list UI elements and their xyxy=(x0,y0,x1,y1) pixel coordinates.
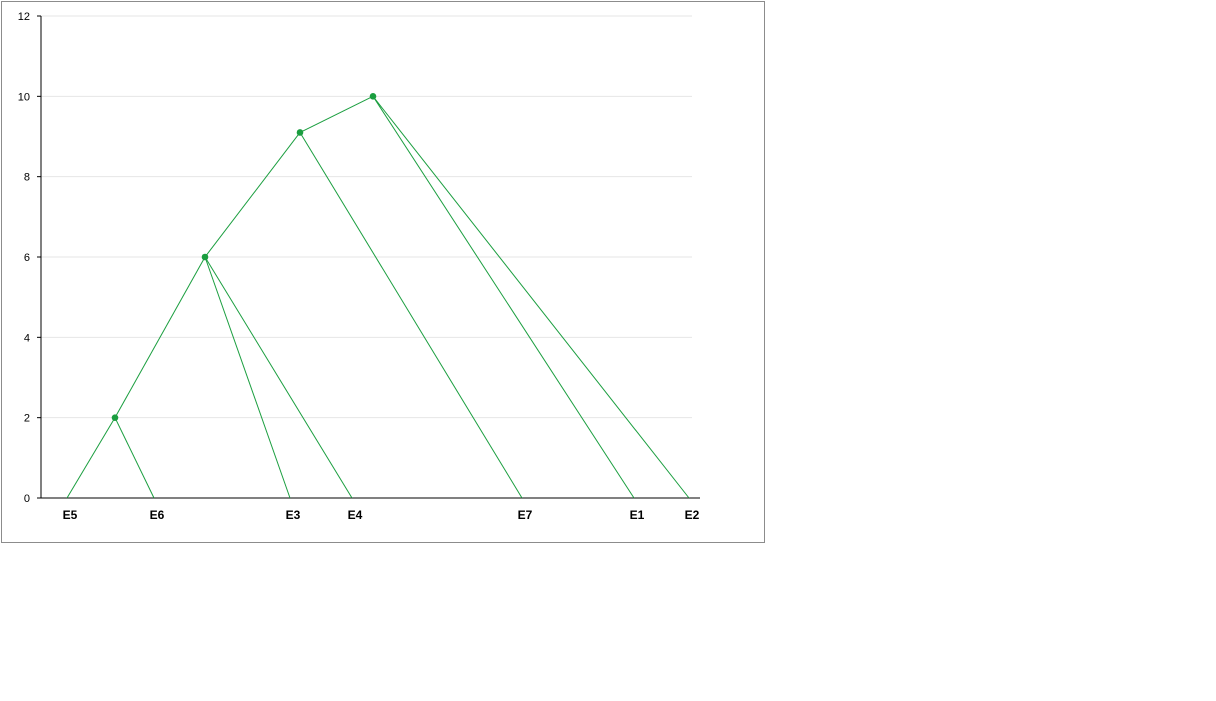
dendrogram-branches xyxy=(66,95,690,499)
leaf-label-e6: E6 xyxy=(150,508,165,522)
merge-point-3 xyxy=(296,129,304,136)
y-tick-label-10: 10 xyxy=(18,91,30,103)
branch-4-3 xyxy=(372,96,690,499)
y-tick-label-8: 8 xyxy=(24,172,30,184)
y-tick-labels: 0 2 4 6 8 10 12 xyxy=(18,11,30,505)
y-tick-label-2: 2 xyxy=(24,413,30,425)
axes xyxy=(37,15,700,499)
branch-3-1 xyxy=(204,132,301,258)
leaf-label-e4: E4 xyxy=(348,508,363,522)
y-tick-label-4: 4 xyxy=(24,332,30,344)
branch-1-1 xyxy=(66,417,116,499)
y-tick-label-6: 6 xyxy=(24,252,30,264)
merge-point-2 xyxy=(201,253,209,261)
branch-4-2 xyxy=(372,96,635,499)
gridlines xyxy=(41,15,692,419)
chart-area: 0 2 4 6 8 10 12 E5 E6 E3 E4 E7 E1 E2 xyxy=(1,1,765,543)
branch-2-3 xyxy=(204,256,353,499)
leaf-label-e3: E3 xyxy=(286,508,301,522)
branch-2-2 xyxy=(204,256,291,499)
y-tick-label-0: 0 xyxy=(24,493,30,505)
branch-1-2 xyxy=(114,417,155,499)
leaf-label-e5: E5 xyxy=(63,508,78,522)
dendrogram-chart: 0 2 4 6 8 10 12 E5 E6 E3 E4 E7 E1 E2 xyxy=(18,11,700,522)
leaf-label-e2: E2 xyxy=(685,508,700,522)
branch-3-2 xyxy=(299,132,523,499)
leaf-label-e1: E1 xyxy=(630,508,645,522)
y-tick-label-12: 12 xyxy=(18,11,30,23)
merge-point-4 xyxy=(369,93,377,100)
leaf-label-e7: E7 xyxy=(518,508,533,522)
leaf-labels: E5 E6 E3 E4 E7 E1 E2 xyxy=(63,508,700,522)
branch-4-1 xyxy=(299,95,374,133)
merge-points xyxy=(111,93,377,421)
merge-point-1 xyxy=(111,414,119,421)
branch-2-1 xyxy=(114,256,206,418)
